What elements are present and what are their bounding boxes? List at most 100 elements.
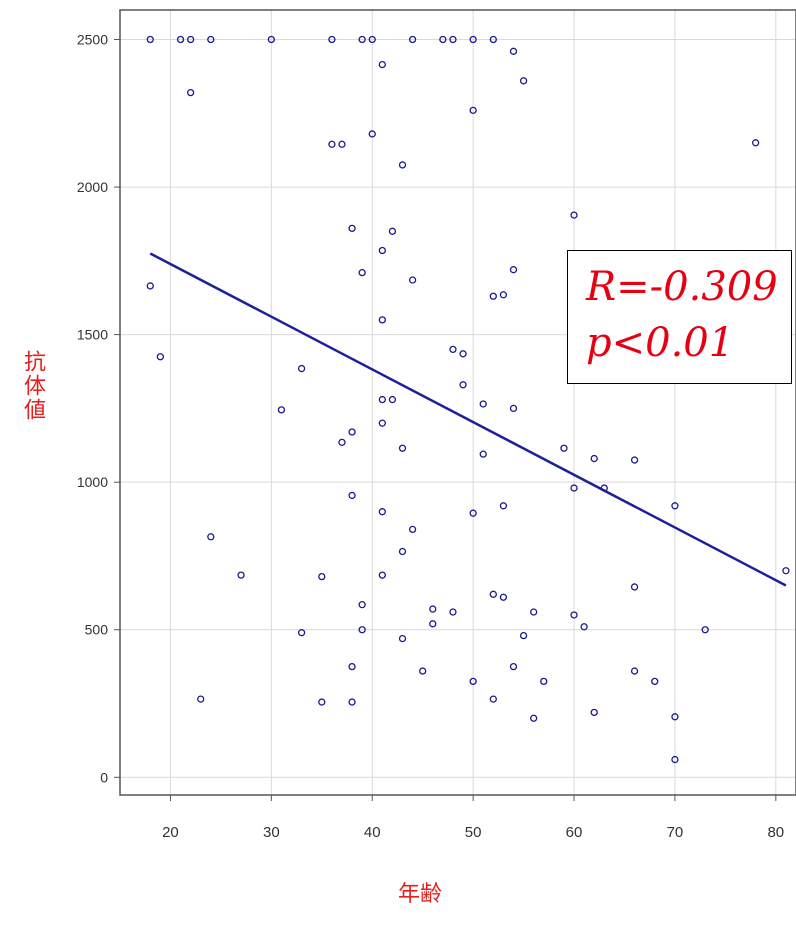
data-point <box>146 35 154 44</box>
data-point <box>519 77 528 85</box>
data-point <box>519 631 528 640</box>
data-point <box>368 130 376 138</box>
y-tick-label: 1500 <box>77 327 108 343</box>
trendline-group <box>149 252 787 587</box>
data-point <box>651 677 659 686</box>
data-point <box>590 454 598 463</box>
y-tick-label: 1000 <box>77 474 108 490</box>
data-point <box>267 35 275 44</box>
data-point <box>388 227 397 235</box>
data-point <box>146 282 154 290</box>
data-point <box>378 395 386 404</box>
data-point <box>540 677 548 686</box>
data-point <box>499 502 508 510</box>
data-point <box>378 419 386 427</box>
data-point <box>297 629 306 637</box>
data-point <box>358 35 366 44</box>
data-point <box>751 139 760 147</box>
y-axis-label: 抗体値 <box>20 350 45 422</box>
data-point <box>630 667 639 675</box>
data-point <box>348 491 356 500</box>
data-point <box>439 35 447 44</box>
data-point <box>176 35 185 44</box>
plot-frame <box>119 9 796 796</box>
data-point <box>328 35 336 44</box>
data-point <box>782 567 790 575</box>
data-point <box>469 35 477 44</box>
data-point <box>469 677 477 686</box>
data-point <box>671 502 679 510</box>
data-point <box>358 269 366 277</box>
data-point <box>701 626 709 634</box>
data-point <box>378 571 386 579</box>
x-tick-label: 20 <box>162 824 179 841</box>
data-point <box>378 508 386 516</box>
data-point <box>378 246 386 255</box>
y-axis-ticks: 0 500 1000 1500 2000 2500 <box>77 32 120 785</box>
data-point <box>570 211 578 219</box>
data-point <box>186 35 195 44</box>
x-tick-label: 70 <box>667 824 684 841</box>
data-point <box>408 276 417 284</box>
correlation-r-text: R=-0.309 <box>586 264 778 310</box>
data-point <box>459 381 467 389</box>
data-point <box>348 224 356 233</box>
regression-line <box>149 252 787 587</box>
data-point <box>408 525 417 534</box>
data-point <box>398 547 407 556</box>
data-point <box>449 608 457 616</box>
data-point <box>388 395 397 404</box>
data-point <box>348 662 356 671</box>
data-point <box>630 583 639 591</box>
data-point <box>570 484 578 492</box>
data-point <box>570 611 578 619</box>
data-point <box>499 593 508 601</box>
data-points <box>146 35 790 764</box>
data-point <box>479 450 487 458</box>
data-point <box>429 620 437 628</box>
data-point <box>509 404 518 413</box>
data-point <box>419 667 427 675</box>
data-point <box>489 695 497 703</box>
data-point <box>398 444 407 452</box>
grid-lines <box>120 10 796 795</box>
x-tick-label: 60 <box>566 824 583 841</box>
data-point <box>671 755 679 764</box>
data-point <box>469 106 477 114</box>
data-point <box>600 484 608 492</box>
data-point <box>530 714 538 722</box>
data-point <box>338 438 346 446</box>
data-point <box>630 456 639 464</box>
data-point <box>449 35 457 44</box>
data-point <box>469 509 477 517</box>
p-value-text: p<0.01 <box>586 320 735 366</box>
data-point <box>398 634 407 643</box>
data-point <box>358 601 366 609</box>
data-point <box>459 350 467 358</box>
x-tick-label: 40 <box>364 824 381 841</box>
data-point <box>318 572 326 581</box>
data-point <box>358 626 366 634</box>
data-point <box>509 662 518 671</box>
data-point <box>560 444 568 452</box>
data-point <box>207 35 215 44</box>
data-point <box>398 161 407 169</box>
data-point <box>429 605 437 613</box>
data-point <box>378 316 386 324</box>
data-point <box>318 698 326 706</box>
data-point <box>207 533 215 541</box>
data-point <box>590 708 598 717</box>
data-point <box>156 353 165 361</box>
data-point <box>509 47 518 55</box>
y-tick-label: 2500 <box>77 32 108 48</box>
data-point <box>509 266 518 274</box>
data-point <box>671 713 679 721</box>
data-point <box>197 695 205 703</box>
data-point <box>297 364 306 373</box>
data-point <box>348 698 356 706</box>
data-point <box>479 400 487 408</box>
correlation-annotation-box: R=-0.309 p<0.01 <box>567 250 792 384</box>
x-axis-ticks: 20 30 40 50 60 70 80 <box>162 795 784 841</box>
data-point <box>530 608 538 616</box>
